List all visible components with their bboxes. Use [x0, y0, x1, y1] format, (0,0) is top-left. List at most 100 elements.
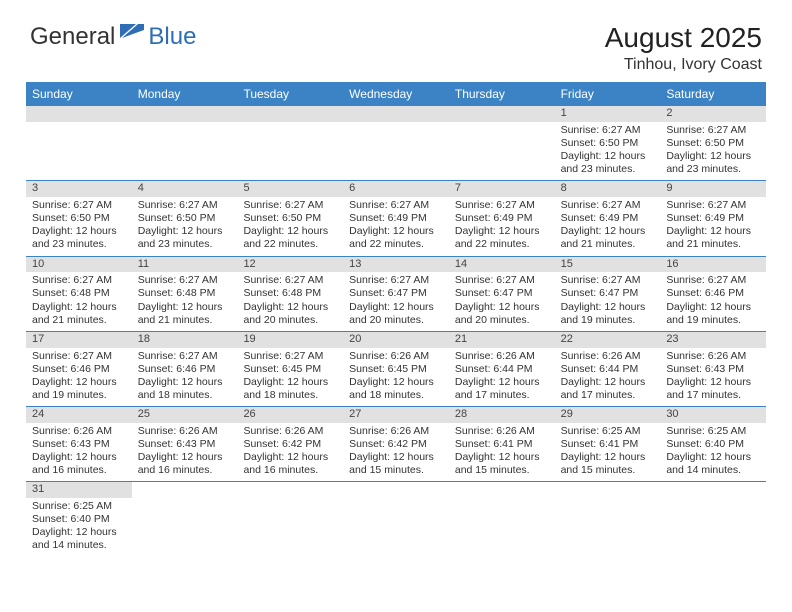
sunset-text: Sunset: 6:43 PM: [138, 438, 232, 451]
month-year: August 2025: [605, 22, 762, 54]
sunset-text: Sunset: 6:46 PM: [666, 287, 760, 300]
day-cell: 27Sunrise: 6:26 AMSunset: 6:42 PMDayligh…: [343, 407, 449, 481]
empty-day-bar: [26, 106, 132, 122]
sunset-text: Sunset: 6:50 PM: [243, 212, 337, 225]
daylight-text: Daylight: 12 hours and 20 minutes.: [243, 301, 337, 327]
day-cell: 31Sunrise: 6:25 AMSunset: 6:40 PMDayligh…: [26, 482, 132, 556]
day-number: 29: [555, 407, 661, 423]
daylight-text: Daylight: 12 hours and 15 minutes.: [349, 451, 443, 477]
sunset-text: Sunset: 6:47 PM: [561, 287, 655, 300]
daylight-text: Daylight: 12 hours and 18 minutes.: [138, 376, 232, 402]
daylight-text: Daylight: 12 hours and 17 minutes.: [455, 376, 549, 402]
empty-day-cell: [132, 106, 238, 180]
daylight-text: Daylight: 12 hours and 20 minutes.: [455, 301, 549, 327]
day-info: Sunrise: 6:27 AMSunset: 6:50 PMDaylight:…: [660, 122, 766, 181]
day-info: Sunrise: 6:26 AMSunset: 6:42 PMDaylight:…: [343, 423, 449, 482]
daylight-text: Daylight: 12 hours and 23 minutes.: [561, 150, 655, 176]
day-number: 23: [660, 332, 766, 348]
day-info: Sunrise: 6:27 AMSunset: 6:47 PMDaylight:…: [555, 272, 661, 331]
empty-day-cell: [237, 106, 343, 180]
daylight-text: Daylight: 12 hours and 23 minutes.: [138, 225, 232, 251]
sunrise-text: Sunrise: 6:27 AM: [138, 199, 232, 212]
sunrise-text: Sunrise: 6:25 AM: [32, 500, 126, 513]
sunrise-text: Sunrise: 6:27 AM: [561, 199, 655, 212]
day-info: Sunrise: 6:26 AMSunset: 6:42 PMDaylight:…: [237, 423, 343, 482]
sunrise-text: Sunrise: 6:27 AM: [243, 350, 337, 363]
sunrise-text: Sunrise: 6:27 AM: [666, 274, 760, 287]
day-number: 7: [449, 181, 555, 197]
sunset-text: Sunset: 6:50 PM: [32, 212, 126, 225]
sunrise-text: Sunrise: 6:26 AM: [455, 425, 549, 438]
daylight-text: Daylight: 12 hours and 22 minutes.: [243, 225, 337, 251]
weeks-container: 1Sunrise: 6:27 AMSunset: 6:50 PMDaylight…: [26, 106, 766, 557]
day-info: Sunrise: 6:27 AMSunset: 6:45 PMDaylight:…: [237, 348, 343, 407]
day-info: Sunrise: 6:27 AMSunset: 6:49 PMDaylight:…: [449, 197, 555, 256]
day-info: Sunrise: 6:26 AMSunset: 6:43 PMDaylight:…: [660, 348, 766, 407]
sunset-text: Sunset: 6:45 PM: [349, 363, 443, 376]
day-info: Sunrise: 6:25 AMSunset: 6:40 PMDaylight:…: [26, 498, 132, 557]
page-header: General Blue August 2025 Tinhou, Ivory C…: [0, 0, 792, 82]
sunset-text: Sunset: 6:45 PM: [243, 363, 337, 376]
daylight-text: Daylight: 12 hours and 23 minutes.: [666, 150, 760, 176]
day-cell: 9Sunrise: 6:27 AMSunset: 6:49 PMDaylight…: [660, 181, 766, 255]
sunset-text: Sunset: 6:48 PM: [243, 287, 337, 300]
day-cell: 22Sunrise: 6:26 AMSunset: 6:44 PMDayligh…: [555, 332, 661, 406]
empty-day-cell: [449, 482, 555, 556]
day-info: Sunrise: 6:26 AMSunset: 6:44 PMDaylight:…: [449, 348, 555, 407]
sunset-text: Sunset: 6:44 PM: [455, 363, 549, 376]
daylight-text: Daylight: 12 hours and 23 minutes.: [32, 225, 126, 251]
day-number: 2: [660, 106, 766, 122]
day-number: 22: [555, 332, 661, 348]
daylight-text: Daylight: 12 hours and 22 minutes.: [455, 225, 549, 251]
empty-day-bar: [237, 106, 343, 122]
day-cell: 23Sunrise: 6:26 AMSunset: 6:43 PMDayligh…: [660, 332, 766, 406]
day-cell: 6Sunrise: 6:27 AMSunset: 6:49 PMDaylight…: [343, 181, 449, 255]
day-number: 30: [660, 407, 766, 423]
day-number: 17: [26, 332, 132, 348]
daylight-text: Daylight: 12 hours and 18 minutes.: [349, 376, 443, 402]
sunset-text: Sunset: 6:42 PM: [349, 438, 443, 451]
day-number: 26: [237, 407, 343, 423]
day-info: Sunrise: 6:27 AMSunset: 6:47 PMDaylight:…: [449, 272, 555, 331]
daylight-text: Daylight: 12 hours and 14 minutes.: [666, 451, 760, 477]
day-number: 31: [26, 482, 132, 498]
sunrise-text: Sunrise: 6:26 AM: [455, 350, 549, 363]
sunrise-text: Sunrise: 6:26 AM: [243, 425, 337, 438]
daylight-text: Daylight: 12 hours and 19 minutes.: [561, 301, 655, 327]
day-info: Sunrise: 6:26 AMSunset: 6:44 PMDaylight:…: [555, 348, 661, 407]
empty-day-cell: [343, 106, 449, 180]
day-info: Sunrise: 6:27 AMSunset: 6:49 PMDaylight:…: [660, 197, 766, 256]
calendar: SundayMondayTuesdayWednesdayThursdayFrid…: [26, 82, 766, 557]
daylight-text: Daylight: 12 hours and 21 minutes.: [561, 225, 655, 251]
daylight-text: Daylight: 12 hours and 21 minutes.: [32, 301, 126, 327]
sunrise-text: Sunrise: 6:27 AM: [455, 199, 549, 212]
day-info: Sunrise: 6:26 AMSunset: 6:43 PMDaylight:…: [132, 423, 238, 482]
week-row: 1Sunrise: 6:27 AMSunset: 6:50 PMDaylight…: [26, 106, 766, 181]
sunset-text: Sunset: 6:50 PM: [138, 212, 232, 225]
sunset-text: Sunset: 6:42 PM: [243, 438, 337, 451]
sunset-text: Sunset: 6:46 PM: [138, 363, 232, 376]
empty-day-cell: [555, 482, 661, 556]
day-cell: 13Sunrise: 6:27 AMSunset: 6:47 PMDayligh…: [343, 257, 449, 331]
day-info: Sunrise: 6:27 AMSunset: 6:50 PMDaylight:…: [555, 122, 661, 181]
sunset-text: Sunset: 6:50 PM: [666, 137, 760, 150]
day-number: 21: [449, 332, 555, 348]
sunrise-text: Sunrise: 6:26 AM: [349, 425, 443, 438]
day-cell: 25Sunrise: 6:26 AMSunset: 6:43 PMDayligh…: [132, 407, 238, 481]
sunrise-text: Sunrise: 6:26 AM: [138, 425, 232, 438]
daylight-text: Daylight: 12 hours and 20 minutes.: [349, 301, 443, 327]
day-cell: 15Sunrise: 6:27 AMSunset: 6:47 PMDayligh…: [555, 257, 661, 331]
sunset-text: Sunset: 6:49 PM: [349, 212, 443, 225]
day-cell: 1Sunrise: 6:27 AMSunset: 6:50 PMDaylight…: [555, 106, 661, 180]
empty-day-cell: [132, 482, 238, 556]
sunrise-text: Sunrise: 6:27 AM: [349, 274, 443, 287]
sunset-text: Sunset: 6:49 PM: [561, 212, 655, 225]
sunset-text: Sunset: 6:48 PM: [32, 287, 126, 300]
sunrise-text: Sunrise: 6:25 AM: [666, 425, 760, 438]
day-number: 20: [343, 332, 449, 348]
day-cell: 2Sunrise: 6:27 AMSunset: 6:50 PMDaylight…: [660, 106, 766, 180]
day-cell: 14Sunrise: 6:27 AMSunset: 6:47 PMDayligh…: [449, 257, 555, 331]
sunset-text: Sunset: 6:41 PM: [561, 438, 655, 451]
sunrise-text: Sunrise: 6:27 AM: [666, 199, 760, 212]
day-number: 9: [660, 181, 766, 197]
